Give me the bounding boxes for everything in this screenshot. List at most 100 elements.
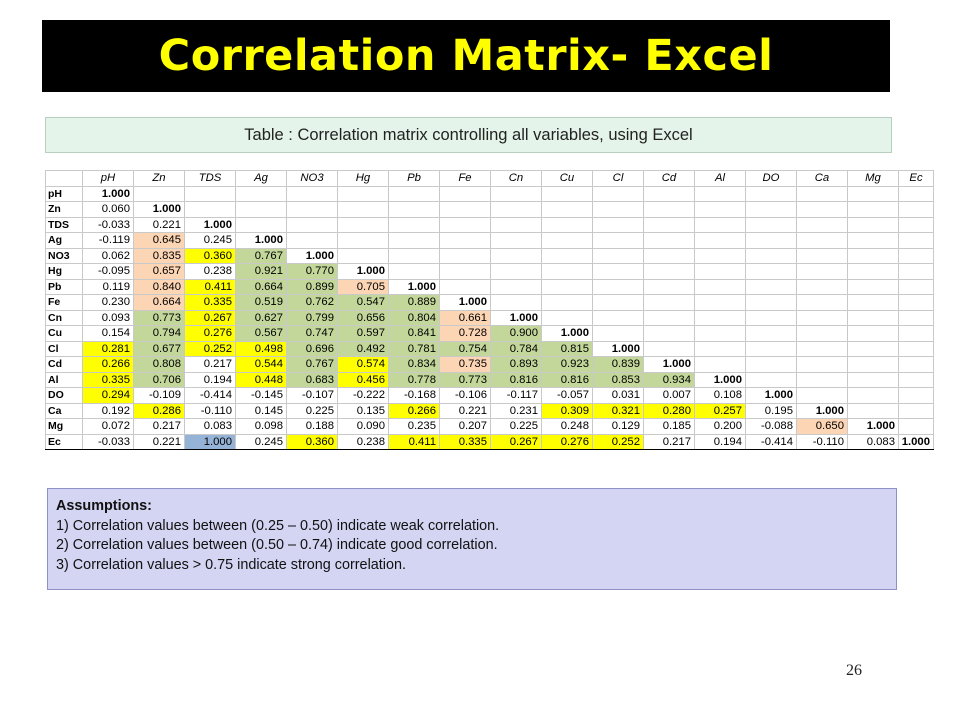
correlation-cell: 0.816 — [541, 371, 593, 388]
table-row: NO3 0.062 0.835 0.360 0.767 1.000 — [45, 247, 934, 264]
correlation-cell: 0.257 — [694, 402, 746, 419]
correlation-cell: -0.222 — [337, 387, 389, 404]
correlation-cell: 1.000 — [286, 247, 338, 264]
correlation-cell: 0.840 — [133, 278, 185, 295]
empty-cell — [235, 201, 287, 218]
correlation-cell: 0.185 — [643, 418, 695, 435]
correlation-cell: 0.276 — [541, 433, 593, 450]
row-header: NO3 — [45, 247, 83, 264]
correlation-cell: 0.154 — [82, 325, 134, 342]
empty-cell — [847, 340, 899, 357]
correlation-cell: 0.456 — [337, 371, 389, 388]
empty-cell — [541, 247, 593, 264]
empty-cell — [796, 340, 848, 357]
correlation-cell: 0.225 — [490, 418, 542, 435]
correlation-cell: 0.696 — [286, 340, 338, 357]
empty-cell — [694, 247, 746, 264]
correlation-cell: 0.335 — [184, 294, 236, 311]
empty-cell — [643, 278, 695, 295]
empty-cell — [898, 371, 934, 388]
correlation-cell: 0.770 — [286, 263, 338, 280]
correlation-cell: 0.194 — [184, 371, 236, 388]
row-header: Fe — [45, 294, 83, 311]
correlation-cell: 0.195 — [745, 402, 797, 419]
correlation-cell: 0.200 — [694, 418, 746, 435]
column-header: Cn — [490, 170, 542, 187]
correlation-cell: 0.221 — [133, 216, 185, 233]
correlation-cell: 0.031 — [592, 387, 644, 404]
correlation-cell: 0.767 — [235, 247, 287, 264]
table-row: Mg 0.072 0.217 0.083 0.098 0.188 0.090 0.235 0.2… — [45, 418, 934, 435]
empty-cell — [541, 278, 593, 295]
correlation-cell: 0.217 — [133, 418, 185, 435]
correlation-cell: 0.225 — [286, 402, 338, 419]
correlation-cell: 0.252 — [184, 340, 236, 357]
correlation-cell: 0.839 — [592, 356, 644, 373]
correlation-cell: 0.815 — [541, 340, 593, 357]
correlation-matrix-container: pH Zn TDS Ag NO3 Hg Pb Fe Cn Cu Cl Cd Al DO Ca Mg Ec pH 1.… — [45, 170, 934, 450]
empty-cell — [745, 309, 797, 326]
empty-cell — [796, 263, 848, 280]
empty-cell — [643, 247, 695, 264]
table-row: DO 0.294 -0.109 -0.414 -0.145 -0.107 -0.222 -0.… — [45, 387, 934, 404]
correlation-cell: 0.294 — [82, 387, 134, 404]
correlation-cell: -0.145 — [235, 387, 287, 404]
correlation-cell: 0.252 — [592, 433, 644, 450]
empty-cell — [796, 278, 848, 295]
empty-cell — [796, 185, 848, 202]
empty-cell — [898, 356, 934, 373]
correlation-cell: 0.266 — [82, 356, 134, 373]
correlation-cell: 0.705 — [337, 278, 389, 295]
empty-cell — [847, 356, 899, 373]
correlation-cell: 0.519 — [235, 294, 287, 311]
empty-cell — [847, 325, 899, 342]
empty-cell — [184, 201, 236, 218]
correlation-cell: 0.492 — [337, 340, 389, 357]
empty-cell — [541, 263, 593, 280]
row-header: Hg — [45, 263, 83, 280]
empty-cell — [847, 185, 899, 202]
empty-cell — [694, 216, 746, 233]
correlation-cell: 0.245 — [235, 433, 287, 450]
correlation-cell: -0.168 — [388, 387, 440, 404]
table-row: Cn 0.093 0.773 0.267 0.627 0.799 0.656 0.804 0.6… — [45, 309, 934, 326]
correlation-cell: 0.889 — [388, 294, 440, 311]
correlation-cell: 0.245 — [184, 232, 236, 249]
correlation-cell: 0.135 — [337, 402, 389, 419]
slide-number: 26 — [846, 662, 862, 679]
correlation-cell: 1.000 — [388, 278, 440, 295]
empty-cell — [337, 201, 389, 218]
empty-cell — [694, 356, 746, 373]
correlation-cell: -0.109 — [133, 387, 185, 404]
assumptions-heading: Assumptions: — [56, 498, 152, 514]
row-header: Al — [45, 371, 83, 388]
correlation-cell: -0.088 — [745, 418, 797, 435]
column-header: Mg — [847, 170, 899, 187]
empty-cell — [898, 201, 934, 218]
empty-cell — [592, 247, 644, 264]
row-header: pH — [45, 185, 83, 202]
correlation-cell: 0.747 — [286, 325, 338, 342]
empty-cell — [643, 185, 695, 202]
table-row: Ec -0.033 0.221 1.000 0.245 0.360 0.238 0.411 0.… — [45, 433, 934, 450]
empty-cell — [439, 185, 491, 202]
correlation-cell: 0.773 — [133, 309, 185, 326]
empty-cell — [847, 278, 899, 295]
empty-cell — [592, 309, 644, 326]
empty-cell — [388, 185, 440, 202]
column-header: Ec — [898, 170, 934, 187]
column-header: pH — [82, 170, 134, 187]
column-header: Ca — [796, 170, 848, 187]
empty-cell — [847, 387, 899, 404]
empty-cell — [745, 340, 797, 357]
empty-cell — [388, 216, 440, 233]
correlation-cell: 0.853 — [592, 371, 644, 388]
correlation-cell: 0.217 — [184, 356, 236, 373]
empty-cell — [490, 247, 542, 264]
correlation-cell: 1.000 — [337, 263, 389, 280]
row-header: Ec — [45, 433, 83, 450]
correlation-cell: 0.934 — [643, 371, 695, 388]
empty-cell — [898, 185, 934, 202]
correlation-cell: -0.057 — [541, 387, 593, 404]
correlation-cell: 0.728 — [439, 325, 491, 342]
